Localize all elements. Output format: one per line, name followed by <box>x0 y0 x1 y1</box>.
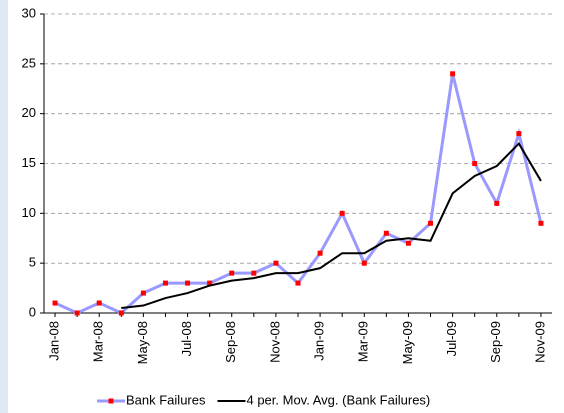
x-tick-label: Jan-08 <box>46 321 61 361</box>
data-point <box>494 200 500 206</box>
data-point <box>317 250 323 256</box>
x-tick-label: Sep-08 <box>223 321 238 363</box>
y-tick-label: 20 <box>22 105 36 120</box>
legend-marker <box>108 398 114 404</box>
data-point <box>185 280 191 286</box>
y-tick-label: 10 <box>22 205 36 220</box>
x-tick-label: Sep-09 <box>488 321 503 363</box>
data-point <box>472 161 478 166</box>
y-tick-label: 5 <box>29 255 36 270</box>
data-point <box>273 260 279 266</box>
data-point <box>339 210 345 216</box>
y-tick-label: 25 <box>22 55 36 70</box>
data-point <box>52 300 58 306</box>
x-tick-label: Nov-08 <box>267 321 282 363</box>
data-point <box>74 310 80 316</box>
data-point <box>118 310 124 316</box>
x-tick-label: Jul-09 <box>444 321 459 356</box>
data-point <box>295 280 301 286</box>
x-tick-label: Jul-08 <box>179 321 194 356</box>
series-line <box>121 141 542 310</box>
legend-label: Bank Failures <box>126 392 206 407</box>
x-tick-label: May-08 <box>135 321 150 364</box>
data-point <box>428 220 434 226</box>
legend-label: 4 per. Mov. Avg. (Bank Failures) <box>246 392 430 407</box>
data-point <box>450 71 456 77</box>
data-point <box>361 260 367 266</box>
data-point <box>229 270 235 276</box>
y-tick-label: 0 <box>29 304 36 319</box>
side-strip <box>0 0 8 413</box>
series-line <box>54 73 543 315</box>
data-point <box>162 280 168 286</box>
x-tick-label: Mar-09 <box>356 321 371 362</box>
x-tick-label: Mar-08 <box>91 321 106 362</box>
data-point <box>140 290 146 296</box>
y-tick-label: 15 <box>22 155 36 170</box>
data-point <box>516 131 522 137</box>
data-point <box>383 230 389 236</box>
x-tick-label: May-09 <box>400 321 415 364</box>
x-tick-label: Nov-09 <box>532 321 547 363</box>
data-point <box>405 240 411 246</box>
x-tick-label: Jan-09 <box>312 321 327 361</box>
data-point <box>538 220 544 226</box>
y-tick-label: 30 <box>22 5 36 20</box>
data-point <box>207 280 213 286</box>
data-point <box>251 270 257 276</box>
data-point <box>96 300 102 306</box>
legend: Bank Failures 4 per. Mov. Avg. (Bank Fail… <box>97 392 430 407</box>
